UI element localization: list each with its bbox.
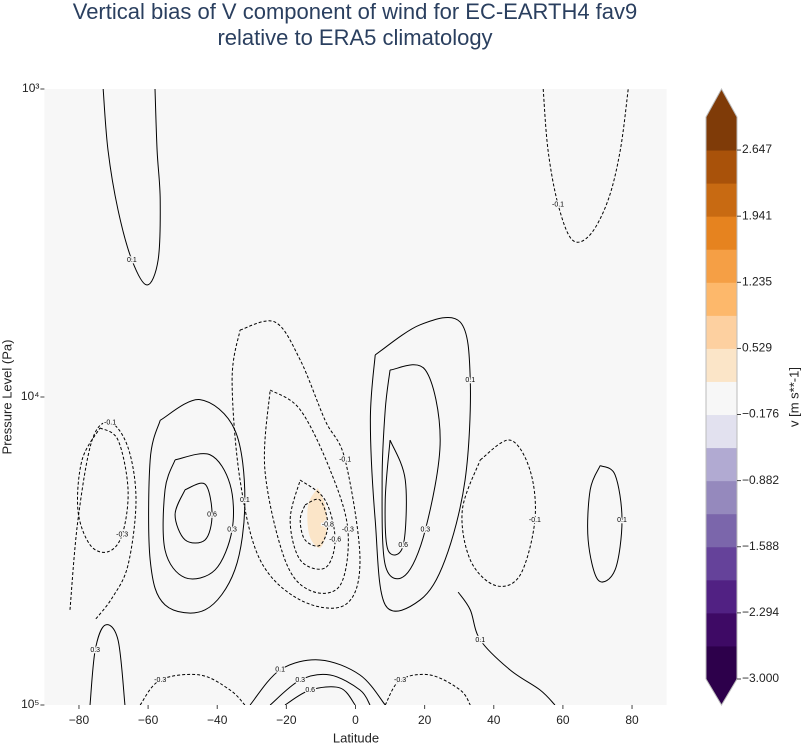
contour-label: 0.1 [617, 517, 627, 524]
colorbar-extend [706, 89, 737, 117]
colorbar-tick-label: −0.176 [742, 407, 779, 421]
colorbar-extend [706, 679, 737, 705]
contour-label: -0.8 [322, 522, 334, 529]
contour-label: 0.1 [475, 637, 485, 644]
contour-line [284, 686, 356, 705]
contour-label: 0.3 [420, 527, 430, 534]
contour-label: -0.3 [394, 677, 406, 684]
colorbar-bin [706, 150, 737, 184]
colorbar-bin [706, 612, 737, 647]
y-axis-label: Pressure Level (Pa) [0, 340, 14, 455]
colorbar-bin [706, 381, 737, 416]
colorbar-label: v [m s**-1] [786, 367, 801, 427]
colorbar-bin [706, 348, 737, 382]
contour-line [89, 624, 126, 705]
contour-line [69, 421, 137, 621]
contour-label: 0.1 [240, 497, 250, 504]
colorbar-tick-label: −0.882 [742, 473, 779, 487]
contour-line [174, 482, 213, 544]
contour-label: 0.1 [127, 257, 137, 264]
contour-line [162, 453, 235, 580]
colorbar-bin [706, 315, 737, 349]
colorbar-tick-label: 0.529 [742, 341, 772, 355]
contour-line [461, 439, 536, 587]
x-tick-label: 0 [352, 713, 359, 727]
colorbar-bin [706, 249, 737, 283]
colorbar-tick-label: −2.294 [742, 605, 779, 619]
contour-label: 0.6 [305, 687, 315, 694]
x-axis-label: Latitude [333, 730, 379, 745]
x-tick-label: 80 [625, 713, 639, 727]
colorbar-bin [706, 546, 737, 581]
contour-line [384, 673, 471, 705]
contour-line [457, 591, 556, 705]
contour-label: -0.3 [116, 532, 128, 539]
contour-label: -0.1 [339, 457, 351, 464]
colorbar-bin [706, 513, 737, 548]
contour-label: 0.6 [207, 512, 217, 519]
y-tick-label: 10⁵ [21, 697, 39, 711]
contour-line [587, 465, 623, 583]
contour-label: -0.1 [104, 419, 116, 426]
contour-label: 0.1 [275, 667, 285, 674]
contour-line [299, 498, 329, 547]
colorbar-tick-label: −3.000 [742, 671, 779, 685]
chart-title: relative to ERA5 climatology [217, 25, 492, 50]
contour-line [77, 427, 129, 553]
colorbar-tick-label: 1.941 [742, 208, 772, 222]
x-tick-label: 40 [487, 713, 501, 727]
contour-line [249, 659, 386, 705]
x-tick-label: 20 [418, 713, 432, 727]
colorbar-tick-label: 1.235 [742, 274, 772, 288]
contour-line [542, 89, 629, 243]
contour-line [369, 316, 471, 612]
contour-line [148, 399, 246, 614]
colorbar-bin [706, 579, 737, 614]
contour-line [289, 479, 336, 570]
colorbar-bin [706, 645, 737, 680]
colorbar-bin [706, 282, 737, 316]
colorbar-bin [706, 117, 737, 151]
contour-label: 0.6 [398, 542, 408, 549]
plot-area [44, 89, 667, 705]
colorbar-tick-label: 2.647 [742, 142, 772, 156]
contour-label: 0.3 [295, 677, 305, 684]
colorbar-bin [706, 183, 737, 217]
colorbar-bin [706, 447, 737, 482]
contour-line [381, 364, 441, 580]
x-tick-label: −20 [276, 713, 297, 727]
contour-label: 0.1 [465, 377, 475, 384]
colorbar-tick-label: −1.588 [742, 539, 779, 553]
colorbar-bin [706, 216, 737, 250]
contour-line [269, 673, 371, 705]
contour-label: 0.3 [90, 647, 100, 654]
x-tick-label: −80 [69, 713, 90, 727]
contour-label: -0.1 [552, 201, 564, 208]
x-tick-label: 60 [556, 713, 570, 727]
x-tick-label: −40 [207, 713, 228, 727]
contour-label: -0.1 [529, 517, 541, 524]
contour-field: 0.1-0.1-0.1-0.30.10.30.6-0.1-0.3-0.6-0.8… [69, 89, 629, 705]
contour-label: -0.3 [342, 527, 354, 534]
x-tick-label: −60 [138, 713, 159, 727]
colorbar-bin [706, 414, 737, 449]
contour-line [102, 89, 161, 286]
contour-label: -0.3 [154, 677, 166, 684]
contour-line [384, 439, 407, 556]
y-tick-label: 10⁴ [21, 389, 40, 403]
contour-line [231, 320, 361, 609]
contour-line [139, 673, 246, 705]
contour-label: 0.3 [227, 527, 237, 534]
chart-title: Vertical bias of V component of wind for… [73, 0, 638, 24]
y-tick-label: 10³ [22, 81, 39, 95]
colorbar-bin [706, 480, 737, 515]
contour-label: -0.6 [329, 537, 341, 544]
